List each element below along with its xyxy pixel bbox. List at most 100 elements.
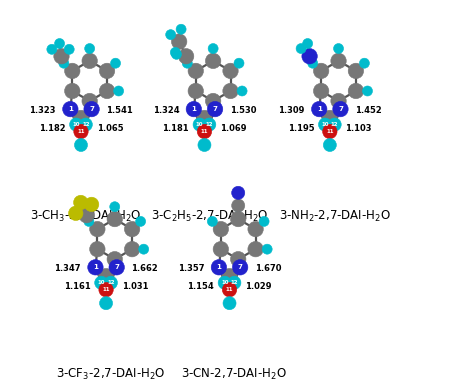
Circle shape <box>213 221 228 237</box>
Circle shape <box>207 102 223 117</box>
Circle shape <box>228 276 241 289</box>
Circle shape <box>172 49 182 60</box>
Text: 7: 7 <box>89 106 94 112</box>
Circle shape <box>124 221 140 237</box>
Text: 3-NH$_2$-2,7-DAI-H$_2$O: 3-NH$_2$-2,7-DAI-H$_2$O <box>279 209 391 224</box>
Text: 1.530: 1.530 <box>230 106 256 115</box>
Text: 12: 12 <box>82 122 90 127</box>
Circle shape <box>54 49 69 64</box>
Circle shape <box>319 118 332 131</box>
Circle shape <box>84 102 100 117</box>
Text: 1.031: 1.031 <box>122 282 148 291</box>
Text: 1.065: 1.065 <box>97 124 123 133</box>
Circle shape <box>331 53 346 69</box>
Text: 11: 11 <box>226 287 233 292</box>
Circle shape <box>323 138 337 152</box>
Text: 1: 1 <box>317 106 322 112</box>
Text: 1.154: 1.154 <box>187 282 214 291</box>
Circle shape <box>186 102 201 117</box>
Circle shape <box>311 102 327 117</box>
Circle shape <box>107 252 122 267</box>
Text: 1.161: 1.161 <box>64 282 91 291</box>
Circle shape <box>262 244 272 254</box>
Circle shape <box>333 102 348 117</box>
Text: 7: 7 <box>114 264 119 270</box>
Circle shape <box>213 241 228 257</box>
Circle shape <box>178 49 194 64</box>
Text: 1.181: 1.181 <box>162 124 189 133</box>
Text: 10: 10 <box>98 280 105 285</box>
Circle shape <box>172 34 187 49</box>
Circle shape <box>170 47 180 57</box>
Text: 11: 11 <box>326 129 334 134</box>
Circle shape <box>197 124 212 139</box>
Circle shape <box>197 110 212 126</box>
Circle shape <box>70 118 82 131</box>
Circle shape <box>302 39 313 49</box>
Circle shape <box>248 221 264 237</box>
Circle shape <box>100 63 115 78</box>
Circle shape <box>234 58 244 68</box>
Circle shape <box>69 206 83 221</box>
Text: 1.452: 1.452 <box>355 106 382 115</box>
Circle shape <box>74 124 88 139</box>
Circle shape <box>90 241 105 257</box>
Circle shape <box>322 110 337 126</box>
Circle shape <box>100 297 113 310</box>
Circle shape <box>237 86 247 96</box>
Circle shape <box>47 44 57 54</box>
Circle shape <box>82 93 97 109</box>
Text: 3-C$_2$H$_5$-2,7-DAI-H$_2$O: 3-C$_2$H$_5$-2,7-DAI-H$_2$O <box>151 209 268 224</box>
Circle shape <box>359 58 369 68</box>
Circle shape <box>110 58 120 68</box>
Text: 10: 10 <box>221 280 228 285</box>
Text: 11: 11 <box>102 287 110 292</box>
Circle shape <box>84 216 94 226</box>
Circle shape <box>222 268 237 284</box>
Text: 3-CF$_3$-2,7-DAI-H$_2$O: 3-CF$_3$-2,7-DAI-H$_2$O <box>56 367 165 379</box>
Circle shape <box>84 197 99 211</box>
Circle shape <box>104 276 118 289</box>
Text: 1: 1 <box>191 106 196 112</box>
Circle shape <box>205 93 221 109</box>
Circle shape <box>230 252 246 267</box>
Circle shape <box>222 282 237 297</box>
Circle shape <box>207 216 218 226</box>
Circle shape <box>100 83 115 99</box>
Circle shape <box>88 260 103 275</box>
Circle shape <box>166 30 176 40</box>
Circle shape <box>55 39 64 49</box>
Circle shape <box>90 221 105 237</box>
Circle shape <box>230 211 246 227</box>
Circle shape <box>308 58 318 68</box>
Circle shape <box>363 86 373 96</box>
Text: 10: 10 <box>196 122 203 127</box>
Circle shape <box>203 118 216 131</box>
Text: 1.357: 1.357 <box>178 264 204 273</box>
Text: 12: 12 <box>331 122 338 127</box>
Circle shape <box>79 207 94 223</box>
Circle shape <box>223 63 238 78</box>
Text: 7: 7 <box>237 264 243 270</box>
Circle shape <box>205 53 221 69</box>
Circle shape <box>73 110 89 126</box>
Circle shape <box>198 138 211 152</box>
Circle shape <box>331 93 346 109</box>
Text: 11: 11 <box>77 129 85 134</box>
Circle shape <box>63 102 78 117</box>
Circle shape <box>59 58 69 68</box>
Circle shape <box>348 83 364 99</box>
Circle shape <box>223 297 236 310</box>
Circle shape <box>193 118 206 131</box>
Text: 1: 1 <box>93 264 98 270</box>
Text: 7: 7 <box>213 106 218 112</box>
Circle shape <box>323 124 337 139</box>
Text: 10: 10 <box>321 122 329 127</box>
Text: 1.662: 1.662 <box>131 264 158 273</box>
Circle shape <box>334 44 344 53</box>
Text: 1.347: 1.347 <box>55 264 81 273</box>
Circle shape <box>218 276 231 289</box>
Text: 1.069: 1.069 <box>220 124 246 133</box>
Text: 3-CH$_3$-2,7-DAI-H$_2$O: 3-CH$_3$-2,7-DAI-H$_2$O <box>30 209 142 224</box>
Circle shape <box>64 44 74 54</box>
